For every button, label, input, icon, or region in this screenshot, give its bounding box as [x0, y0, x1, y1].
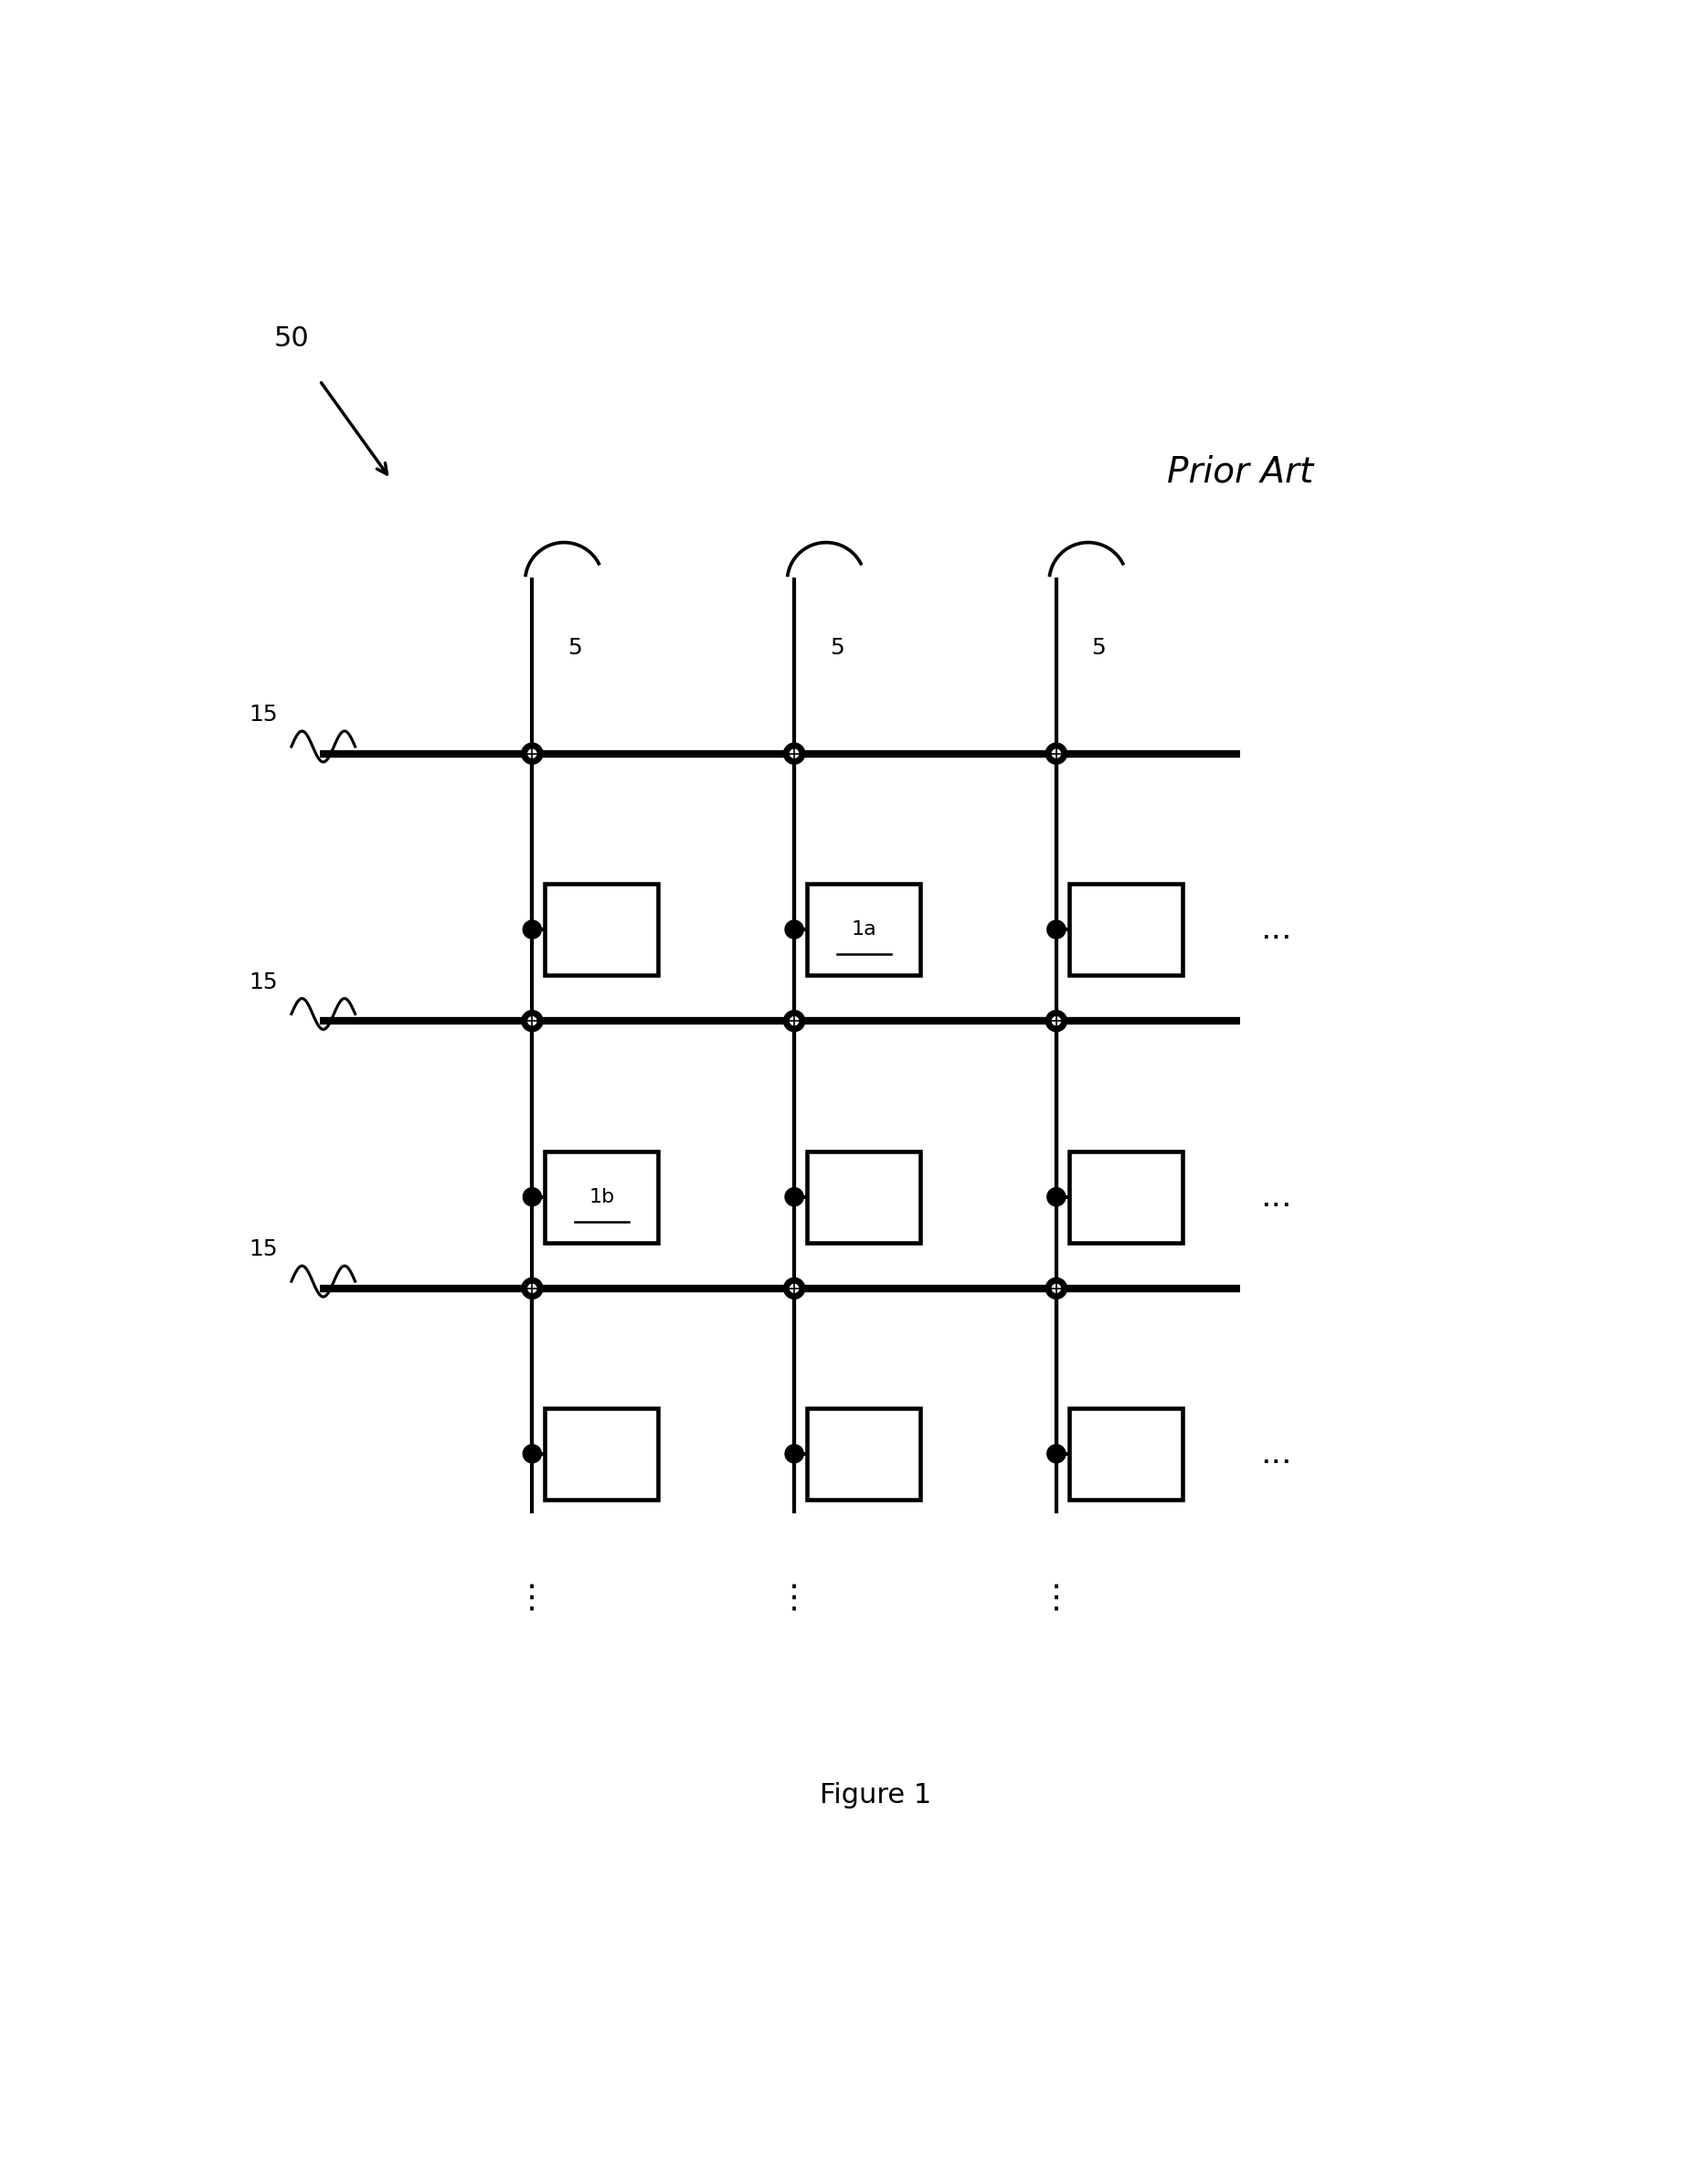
- Text: ⋮: ⋮: [516, 1583, 548, 1614]
- Bar: [545, 1407, 658, 1499]
- Circle shape: [523, 1444, 541, 1464]
- Text: 5: 5: [567, 637, 582, 659]
- Bar: [806, 1407, 921, 1499]
- Circle shape: [791, 1283, 798, 1292]
- Bar: [806, 883, 921, 974]
- Circle shape: [1045, 1011, 1068, 1031]
- Circle shape: [784, 744, 804, 763]
- Circle shape: [521, 744, 543, 763]
- Circle shape: [521, 1279, 543, 1298]
- Text: 50: 50: [273, 324, 309, 352]
- Circle shape: [528, 1283, 536, 1292]
- Circle shape: [1052, 750, 1061, 757]
- Circle shape: [786, 920, 803, 940]
- Circle shape: [1047, 920, 1066, 940]
- Text: ...: ...: [1261, 1438, 1291, 1470]
- Text: 5: 5: [1091, 637, 1107, 659]
- Circle shape: [791, 750, 798, 757]
- Bar: [545, 883, 658, 974]
- Text: 5: 5: [830, 637, 844, 659]
- Text: 15: 15: [249, 705, 277, 726]
- Text: Prior Art: Prior Art: [1167, 455, 1313, 489]
- Circle shape: [1047, 1444, 1066, 1464]
- Bar: [1069, 1407, 1182, 1499]
- Circle shape: [784, 1011, 804, 1031]
- Circle shape: [523, 920, 541, 940]
- Circle shape: [1052, 1283, 1061, 1292]
- Bar: [1069, 1151, 1182, 1242]
- Text: ...: ...: [1261, 913, 1291, 944]
- Bar: [545, 1151, 658, 1242]
- Text: ⋮: ⋮: [1040, 1583, 1073, 1614]
- Circle shape: [1047, 1188, 1066, 1205]
- Circle shape: [791, 1018, 798, 1024]
- Circle shape: [1052, 1018, 1061, 1024]
- Text: ...: ...: [1261, 1181, 1291, 1211]
- Circle shape: [1045, 744, 1068, 763]
- Circle shape: [1045, 1279, 1068, 1298]
- Bar: [1069, 883, 1182, 974]
- Text: 15: 15: [249, 972, 277, 994]
- Circle shape: [786, 1444, 803, 1464]
- Text: 1b: 1b: [589, 1188, 615, 1205]
- Circle shape: [528, 750, 536, 757]
- Circle shape: [523, 1188, 541, 1205]
- Circle shape: [784, 1279, 804, 1298]
- Text: 1a: 1a: [851, 920, 876, 940]
- Circle shape: [528, 1018, 536, 1024]
- Text: Figure 1: Figure 1: [820, 1781, 931, 1807]
- Circle shape: [786, 1188, 803, 1205]
- Text: ⋮: ⋮: [777, 1583, 811, 1614]
- Bar: [806, 1151, 921, 1242]
- Text: 15: 15: [249, 1240, 277, 1261]
- Circle shape: [521, 1011, 543, 1031]
